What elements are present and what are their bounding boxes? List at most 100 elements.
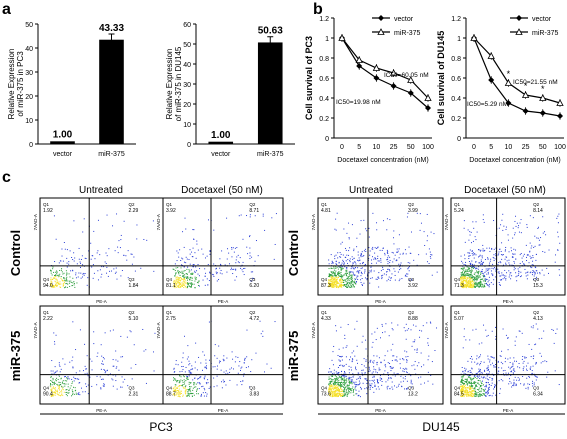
event-dot	[396, 356, 398, 358]
event-dot	[352, 274, 354, 276]
event-dot	[490, 282, 492, 284]
event-dot	[490, 270, 492, 272]
event-dot	[352, 358, 354, 360]
event-dot	[368, 272, 370, 274]
event-dot	[182, 272, 184, 274]
event-dot	[192, 256, 194, 258]
event-dot	[462, 283, 464, 285]
event-dot	[55, 380, 57, 382]
event-dot	[366, 278, 368, 280]
event-dot	[499, 275, 501, 277]
event-dot	[349, 378, 351, 380]
event-dot	[206, 255, 208, 257]
event-dot	[469, 279, 471, 281]
event-dot	[50, 272, 52, 274]
event-dot	[536, 270, 538, 272]
event-dot	[50, 277, 52, 279]
event-dot	[173, 387, 175, 389]
event-dot	[330, 267, 332, 269]
event-dot	[66, 389, 68, 391]
event-dot	[348, 376, 350, 378]
event-dot	[336, 286, 338, 288]
event-dot	[73, 284, 75, 286]
event-dot	[334, 281, 336, 283]
event-dot	[486, 367, 488, 369]
event-dot	[388, 276, 390, 278]
event-dot	[105, 252, 107, 254]
event-dot	[331, 379, 333, 381]
event-dot	[479, 279, 481, 281]
event-dot	[96, 375, 98, 377]
event-dot	[331, 278, 333, 280]
event-dot	[419, 229, 421, 231]
event-dot	[478, 270, 480, 272]
event-dot	[486, 378, 488, 380]
event-dot	[61, 382, 63, 384]
event-dot	[486, 369, 488, 371]
event-dot	[540, 362, 542, 364]
event-dot	[64, 385, 66, 387]
event-dot	[370, 384, 372, 386]
event-dot	[216, 375, 218, 377]
event-dot	[180, 283, 182, 285]
event-dot	[428, 355, 430, 357]
event-dot	[462, 393, 464, 395]
event-dot	[357, 259, 359, 261]
event-dot	[189, 278, 191, 280]
event-dot	[203, 354, 205, 356]
event-dot	[351, 286, 353, 288]
event-dot	[461, 390, 463, 392]
event-dot	[461, 389, 463, 391]
event-dot	[345, 249, 347, 251]
event-dot	[189, 276, 191, 278]
event-dot	[50, 281, 52, 283]
event-dot	[547, 371, 549, 373]
event-dot	[194, 252, 196, 254]
panel-label-c: c	[2, 169, 11, 186]
event-dot	[184, 276, 186, 278]
event-dot	[486, 393, 488, 395]
event-dot	[361, 369, 363, 371]
event-dot	[461, 367, 463, 369]
event-dot	[369, 250, 371, 252]
event-dot	[63, 391, 65, 393]
event-dot	[62, 273, 64, 275]
flow-x-axis-label: PE-A	[503, 299, 514, 304]
event-dot	[340, 395, 342, 397]
event-dot	[464, 285, 466, 287]
event-dot	[493, 259, 495, 261]
event-dot	[500, 224, 502, 226]
event-dot	[392, 355, 394, 357]
event-dot	[175, 272, 177, 274]
significance-star: *	[541, 84, 545, 94]
event-dot	[429, 251, 431, 253]
event-dot	[61, 389, 63, 391]
event-dot	[535, 376, 537, 378]
event-dot	[427, 380, 429, 382]
quadrant-value: 8.88	[408, 316, 418, 322]
event-dot	[406, 388, 408, 390]
event-dot	[537, 328, 539, 330]
event-dot	[485, 395, 487, 397]
event-dot	[460, 278, 462, 280]
event-dot	[471, 253, 473, 255]
event-dot	[333, 283, 335, 285]
event-dot	[355, 278, 357, 280]
event-dot	[497, 254, 499, 256]
event-dot	[200, 395, 202, 397]
event-dot	[386, 386, 388, 388]
event-dot	[67, 386, 69, 388]
event-dot	[181, 366, 183, 368]
event-dot	[396, 259, 398, 261]
event-dot	[330, 375, 332, 377]
event-dot	[347, 277, 349, 279]
event-dot	[359, 377, 361, 379]
event-dot	[228, 263, 230, 265]
series-line-mir-375	[473, 37, 561, 104]
event-dot	[204, 389, 206, 391]
event-dot	[492, 263, 494, 265]
event-dot	[178, 393, 180, 395]
event-dot	[336, 276, 338, 278]
event-dot	[403, 371, 405, 373]
event-dot	[491, 395, 493, 397]
